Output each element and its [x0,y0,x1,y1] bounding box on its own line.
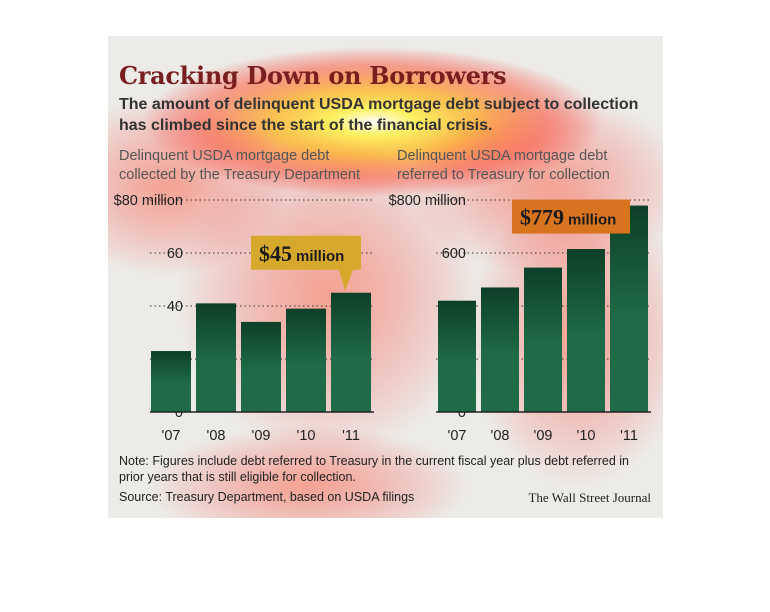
bar-11 [610,205,648,412]
callout-label: $45 million [259,241,344,266]
chart-title: Cracking Down on Borrowers [119,61,507,90]
x-tick-label: '11 [342,428,360,444]
x-tick-label: '09 [534,428,553,444]
callout-value: $779 [520,205,564,230]
bar-08 [481,287,519,412]
bar-10 [567,249,605,412]
x-tick-label: '09 [252,428,271,444]
bar-charts: 0204060$80 million'07'08'09'10'11$45mill… [114,193,651,444]
y-tick-label: 40 [167,299,183,315]
x-tick-label: '11 [620,428,638,444]
callout-box [251,235,361,270]
bar-08 [196,303,236,412]
callout-unit: million [568,212,616,229]
bar-07 [151,351,191,412]
x-tick-label: '07 [162,428,181,444]
y-tick-label: 0 [175,405,183,421]
publisher-credit: The Wall Street Journal [528,490,651,505]
callout-box [512,199,630,234]
y-tick-label: 0 [458,405,466,421]
chart-subtitle: The amount of delinquent USDA mortgage d… [119,96,639,134]
callout-pointer [339,269,353,291]
x-tick-label: '08 [207,428,226,444]
x-tick-label: '08 [491,428,510,444]
callout-value: $45 [259,241,292,266]
bar-11 [331,292,371,412]
left-panel-title: Delinquent USDA mortgage debt collected … [119,148,360,183]
y-tick-label: $80 million [114,193,183,209]
x-tick-label: '07 [448,428,467,444]
x-tick-label: '10 [577,428,596,444]
bar-10 [286,308,326,412]
callout-unit: million [296,248,344,265]
y-tick-label: 60 [167,246,183,262]
bar-09 [524,267,562,412]
infographic-card: Cracking Down on Borrowers The amount of… [108,36,663,518]
footnote: Note: Figures include debt referred to T… [119,454,629,484]
bar-09 [241,321,281,412]
x-tick-label: '10 [297,428,316,444]
y-tick-label: $800 million [389,193,466,209]
source-line: Source: Treasury Department, based on US… [119,490,415,504]
callout-pointer [622,203,630,220]
y-tick-label: 600 [442,246,466,262]
callout-label: $779 million [520,205,616,230]
bar-07 [438,300,476,412]
right-panel-title: Delinquent USDA mortgage debt referred t… [397,148,610,183]
